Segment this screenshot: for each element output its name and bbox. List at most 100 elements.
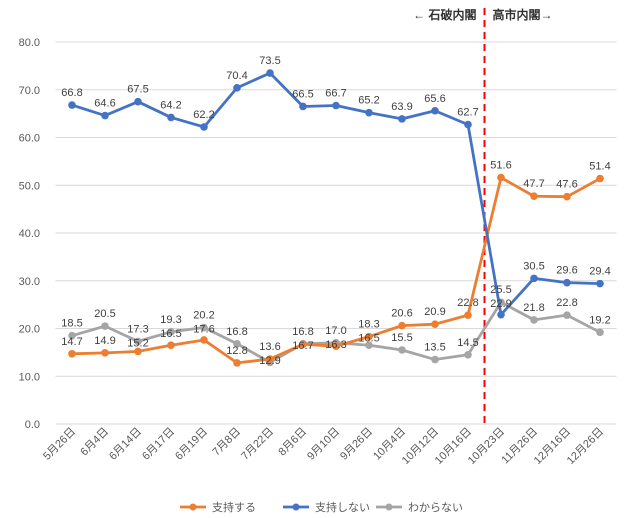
data-point xyxy=(431,320,439,329)
data-point xyxy=(398,346,406,354)
x-tick-label: 12月26日 xyxy=(565,426,606,467)
y-tick-label: 40.0 xyxy=(19,228,40,240)
data-label: 20.2 xyxy=(193,310,214,322)
x-tick-label: 7月22日 xyxy=(239,426,276,463)
data-point xyxy=(464,350,472,359)
data-label: 13.6 xyxy=(259,341,280,353)
data-label: 51.6 xyxy=(490,160,511,172)
data-label: 66.5 xyxy=(292,88,313,100)
y-tick-label: 20.0 xyxy=(19,324,40,336)
x-tick-label: 9月10日 xyxy=(305,426,342,463)
data-point xyxy=(332,101,340,110)
data-point xyxy=(200,123,208,131)
data-label: 63.9 xyxy=(391,101,412,113)
data-label: 66.8 xyxy=(61,87,82,99)
data-label: 12.9 xyxy=(259,355,280,367)
x-tick-label: 7月8日 xyxy=(210,426,243,459)
data-label: 18.5 xyxy=(61,318,82,330)
legend-marker xyxy=(385,503,393,511)
data-point xyxy=(233,339,241,348)
data-label: 64.6 xyxy=(94,98,115,110)
data-label: 30.5 xyxy=(523,260,544,272)
data-point xyxy=(200,336,208,344)
data-point xyxy=(134,97,142,106)
data-point xyxy=(530,274,538,283)
data-label: 14.7 xyxy=(61,336,82,348)
legend-label: わからない xyxy=(408,501,463,514)
data-point xyxy=(167,113,175,122)
y-tick-label: 60.0 xyxy=(19,133,40,145)
data-point xyxy=(68,101,76,109)
y-tick-label: 30.0 xyxy=(19,276,40,288)
data-label: 22.8 xyxy=(457,297,478,309)
data-point xyxy=(365,108,373,117)
data-label: 20.6 xyxy=(391,308,412,320)
data-label: 16.3 xyxy=(325,339,346,351)
data-label: 29.6 xyxy=(556,265,577,277)
data-label: 17.3 xyxy=(127,323,148,335)
data-point xyxy=(530,192,538,201)
data-label: 25.5 xyxy=(490,284,511,296)
data-label: 70.4 xyxy=(226,70,247,82)
data-label: 22.8 xyxy=(556,297,577,309)
data-point xyxy=(266,355,274,363)
legend-marker xyxy=(189,503,197,511)
data-point xyxy=(101,349,109,357)
data-point xyxy=(530,316,538,324)
data-label: 16.7 xyxy=(292,340,313,352)
data-point xyxy=(596,279,604,288)
y-tick-label: 10.0 xyxy=(19,371,40,383)
data-label: 20.5 xyxy=(94,308,115,320)
data-point xyxy=(497,310,505,319)
data-point xyxy=(398,321,406,330)
data-point xyxy=(68,350,76,358)
legend-label: 支持する xyxy=(212,500,256,514)
data-label: 22.9 xyxy=(490,298,511,310)
data-label: 29.4 xyxy=(589,266,610,278)
data-point xyxy=(596,328,604,337)
data-label: 15.2 xyxy=(127,337,148,349)
x-tick-label: 6月4日 xyxy=(78,426,111,459)
data-label: 17.6 xyxy=(193,324,214,336)
data-label: 18.3 xyxy=(358,319,379,331)
data-label: 62.7 xyxy=(457,107,478,119)
x-tick-label: 6月17日 xyxy=(140,426,177,463)
data-label: 16.8 xyxy=(226,326,247,338)
data-label: 47.7 xyxy=(523,178,544,190)
data-label: 65.6 xyxy=(424,93,445,105)
x-tick-label: 5月26日 xyxy=(41,426,78,463)
data-point xyxy=(431,106,439,115)
data-label: 17.0 xyxy=(325,325,346,337)
data-label: 62.2 xyxy=(193,109,214,121)
data-label: 51.4 xyxy=(589,161,610,173)
y-tick-label: 70.0 xyxy=(19,85,40,97)
data-label: 13.5 xyxy=(424,342,445,354)
y-tick-label: 80.0 xyxy=(19,37,40,49)
data-label: 16.5 xyxy=(358,333,379,345)
data-point xyxy=(299,102,307,111)
data-label: 66.7 xyxy=(325,88,346,100)
data-point xyxy=(365,341,373,350)
data-label: 64.2 xyxy=(160,99,181,111)
data-point xyxy=(233,359,241,367)
data-label: 15.5 xyxy=(391,332,412,344)
data-label: 67.5 xyxy=(127,84,148,96)
data-point xyxy=(101,322,109,330)
data-label: 73.5 xyxy=(259,55,280,67)
data-point xyxy=(101,111,109,120)
data-point xyxy=(200,323,208,332)
data-point xyxy=(398,115,406,123)
data-point xyxy=(134,337,142,346)
data-point xyxy=(167,328,175,336)
data-label: 14.5 xyxy=(457,337,478,349)
data-point xyxy=(332,342,340,350)
data-point xyxy=(563,278,571,287)
data-point xyxy=(497,173,505,182)
data-point xyxy=(596,174,604,183)
data-label: 47.6 xyxy=(556,179,577,191)
x-tick-label: 6月19日 xyxy=(173,426,210,463)
y-tick-label: 50.0 xyxy=(19,180,40,192)
data-label: 16.5 xyxy=(160,328,181,340)
data-point xyxy=(68,331,76,340)
